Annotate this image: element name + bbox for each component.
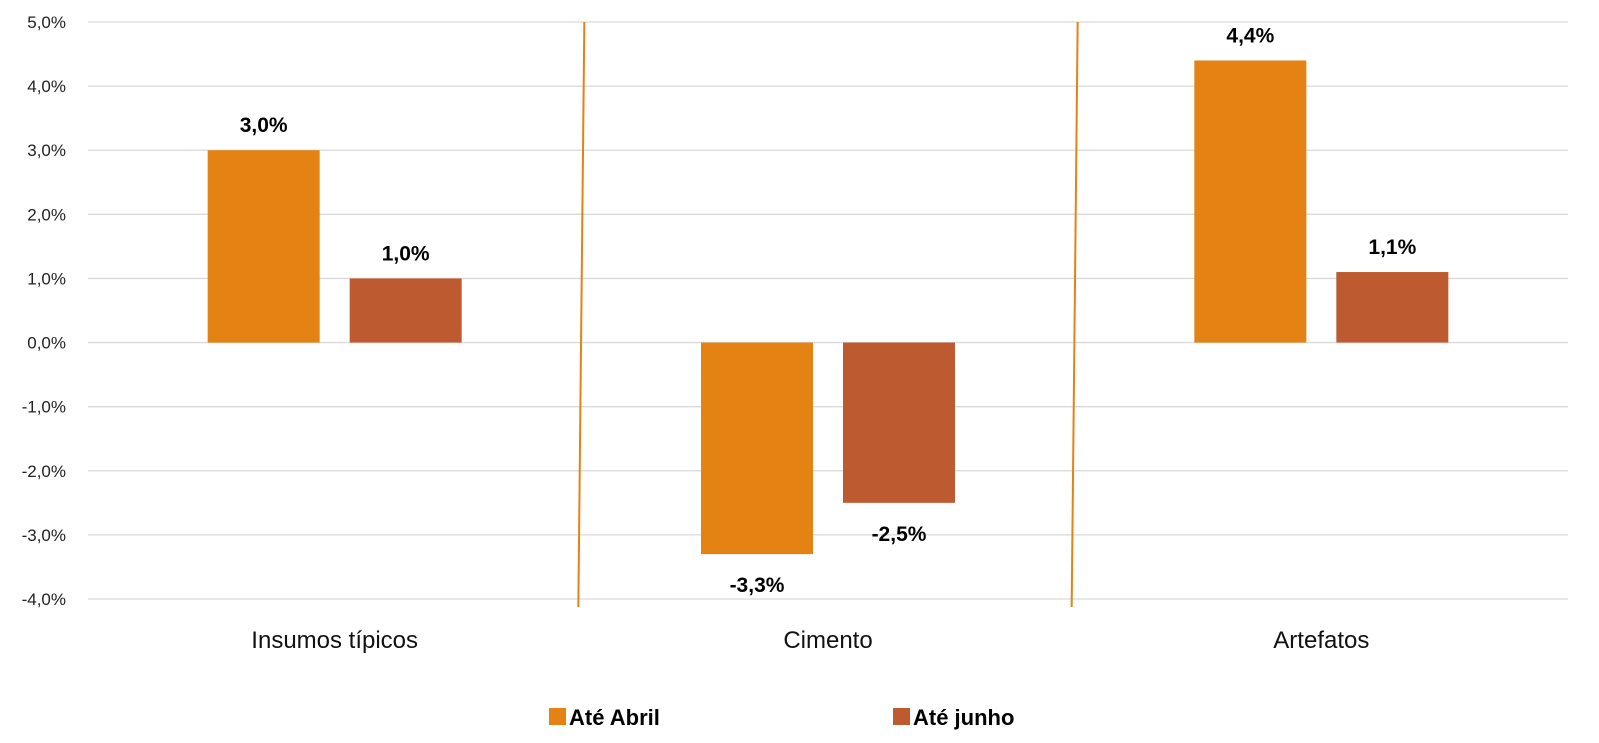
legend-label: Até Abril [569,705,660,730]
y-tick-label: -4,0% [22,590,66,609]
x-category-label: Cimento [783,627,872,654]
x-category-label: Artefatos [1273,627,1369,654]
y-tick-label: 0,0% [27,334,66,353]
bar [207,150,320,343]
bars [207,60,1449,555]
y-tick-label: 3,0% [27,141,66,160]
bar [1194,60,1307,343]
legend-label: Até junho [913,705,1014,730]
data-label: 1,1% [1368,236,1416,259]
gridlines [88,21,1568,600]
legend-swatch [893,708,910,725]
x-axis-categories: Insumos típicos Cimento Artefatos [251,627,1369,654]
data-label: -2,5% [872,523,927,546]
y-tick-label: -1,0% [22,398,66,417]
bar [1336,272,1449,343]
y-tick-label: 2,0% [27,205,66,224]
y-tick-label: 5,0% [27,13,66,32]
data-label: 1,0% [382,242,430,265]
category-separator [577,21,586,608]
category-separators [577,21,1079,608]
y-tick-label: -2,0% [22,462,66,481]
y-tick-label: 4,0% [27,77,66,96]
bar [701,342,813,555]
data-labels: 3,0% 1,0% -3,3% -2,5% 4,4% 1,1% [240,24,1417,597]
bar [843,342,955,503]
legend-swatch [549,708,566,725]
y-axis-ticks: 5,0% 4,0% 3,0% 2,0% 1,0% 0,0% -1,0% -2,0% -3,0% -… [22,13,66,609]
bar [349,278,462,343]
data-label: 3,0% [240,114,288,137]
data-label: -3,3% [730,574,785,597]
x-category-label: Insumos típicos [251,627,418,654]
data-label: 4,4% [1226,24,1274,47]
legend: Até Abril Até junho [549,705,1014,730]
category-separator [1070,21,1079,608]
y-tick-label: -3,0% [22,526,66,545]
y-tick-label: 1,0% [27,269,66,288]
